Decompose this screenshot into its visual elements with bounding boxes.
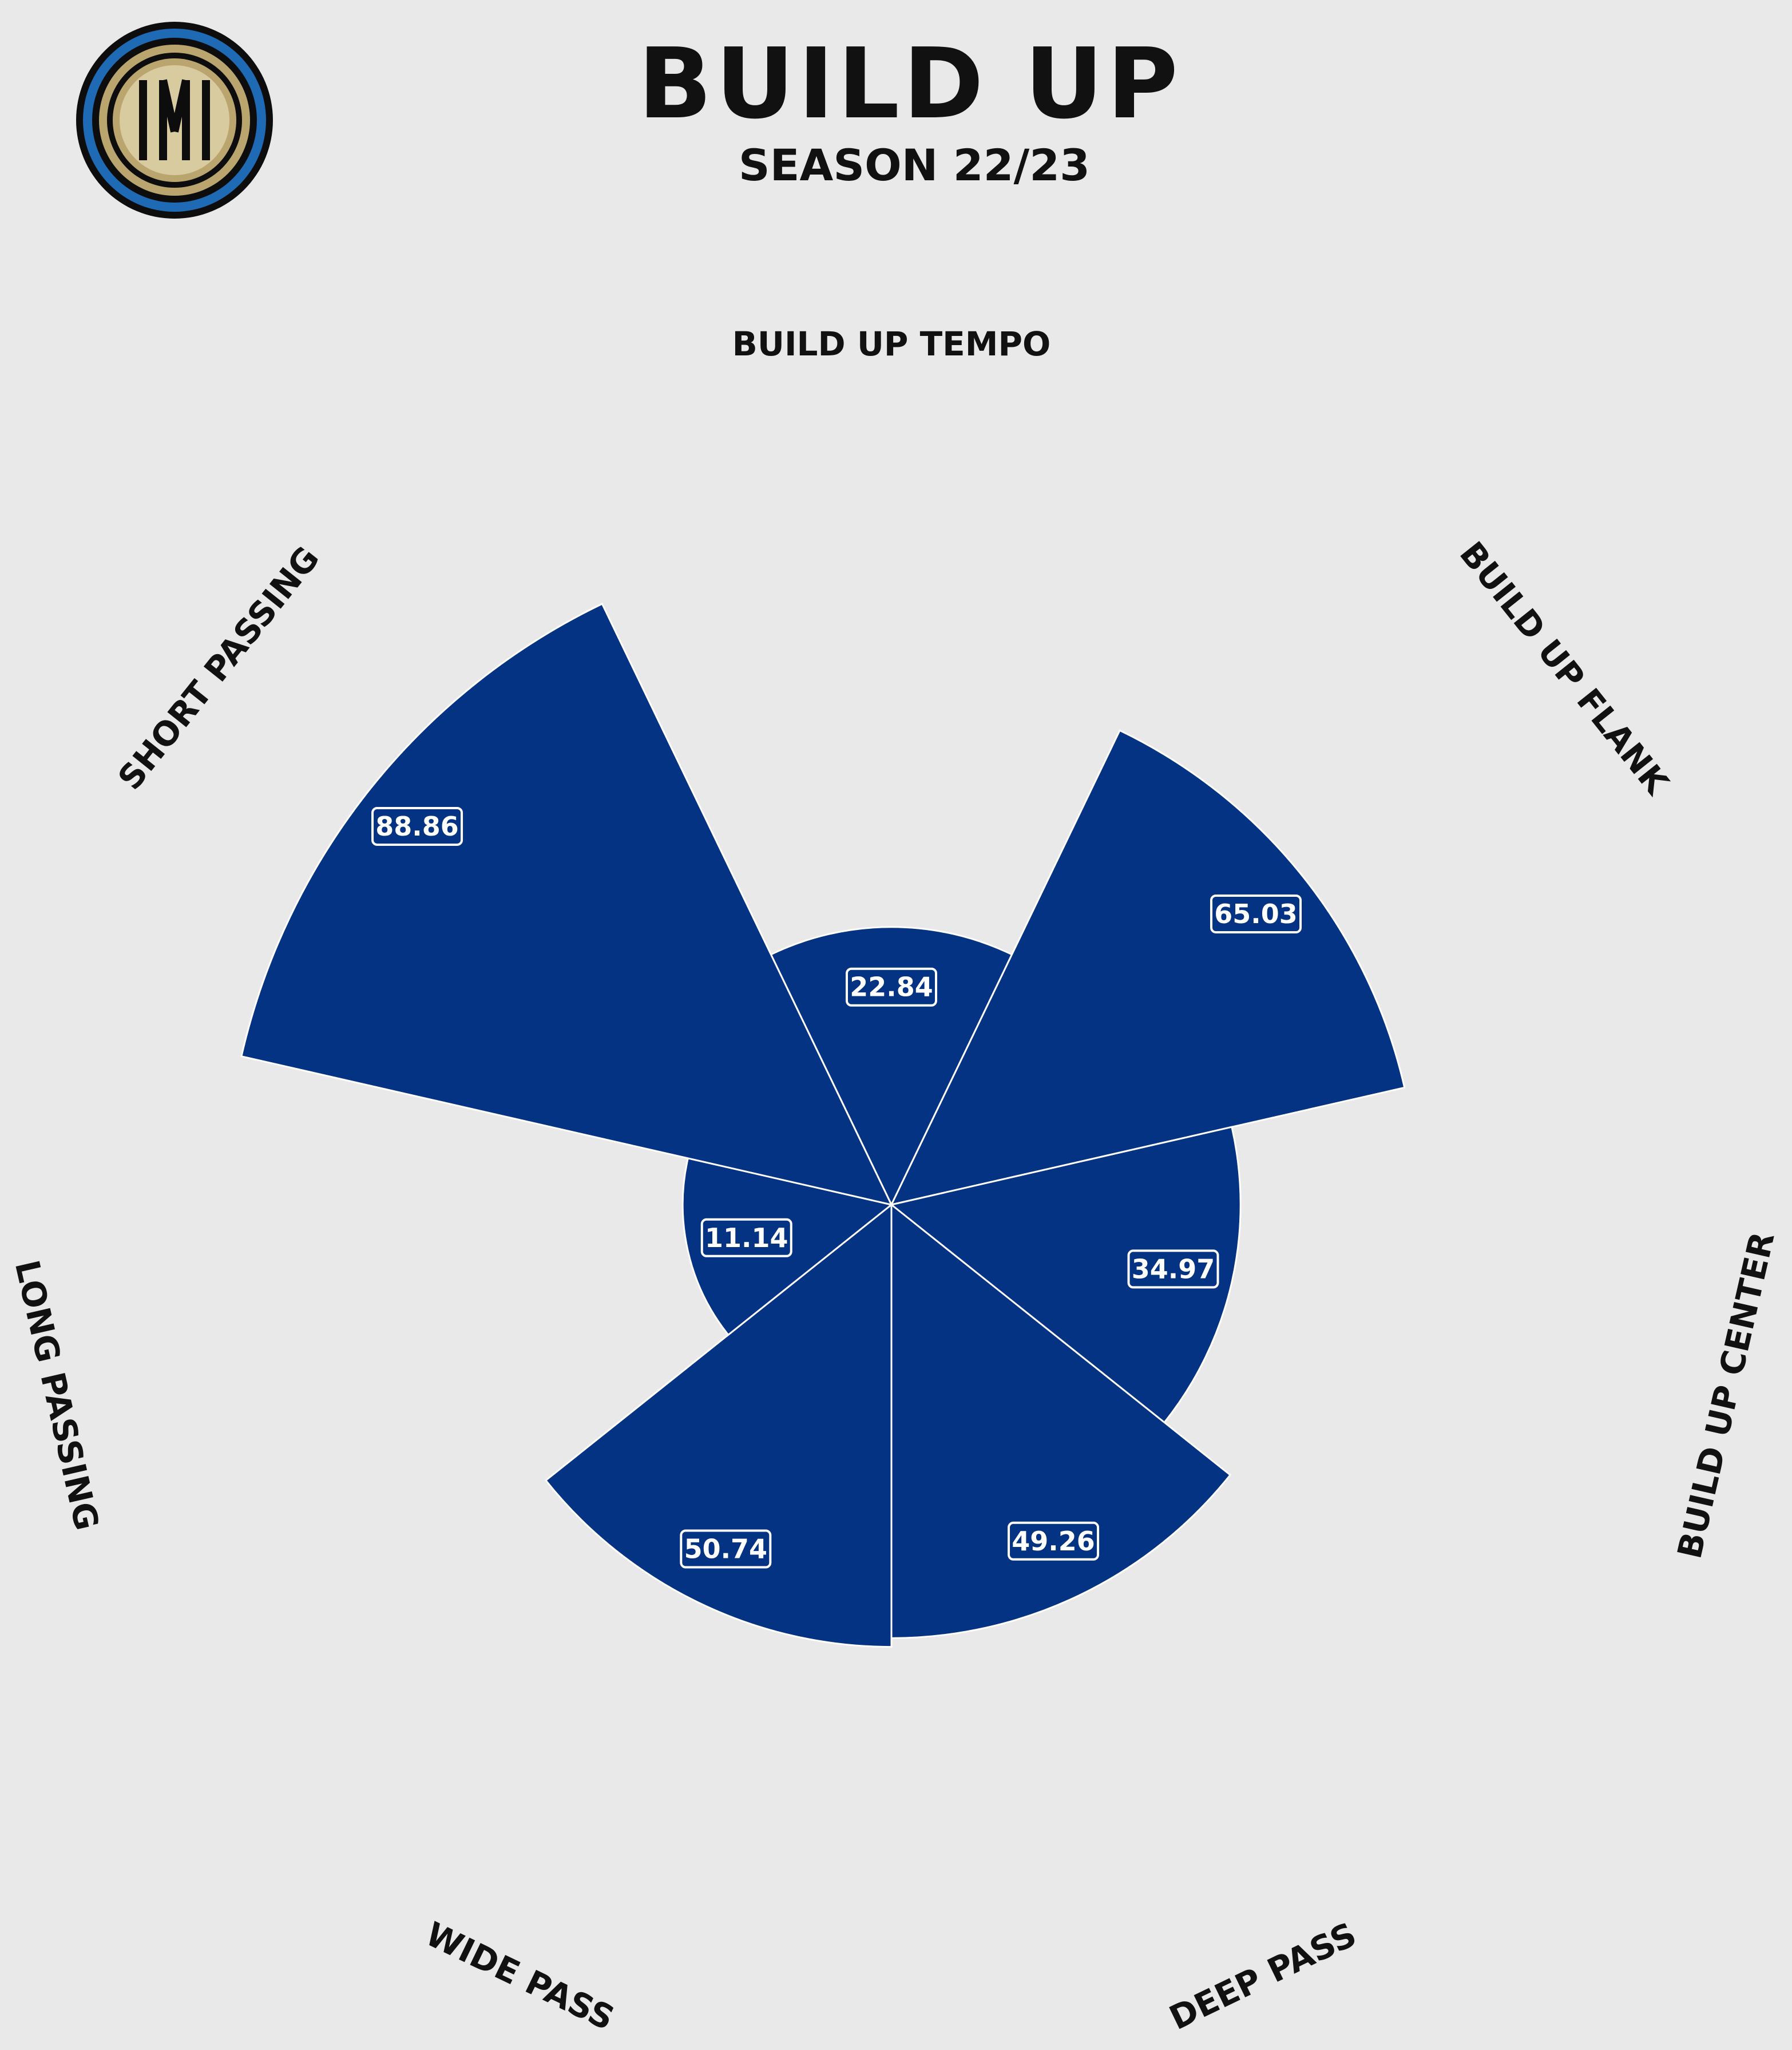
value-label-text: 34.97 <box>1132 1253 1215 1284</box>
value-label-build-up-center: 34.97 <box>1129 1250 1218 1287</box>
value-label-text: 65.03 <box>1214 899 1298 929</box>
category-label-build-up-center: BUILD UP CENTER <box>1670 1228 1782 1562</box>
value-label-text: 11.14 <box>705 1222 788 1253</box>
value-label-text: 22.84 <box>850 972 933 1003</box>
inter-crest-logo <box>76 22 273 219</box>
value-label-wide-pass: 50.74 <box>681 1531 770 1568</box>
bar-short-passing <box>241 604 891 1205</box>
value-label-deep-pass: 49.26 <box>1009 1523 1098 1560</box>
chart-subtitle: SEASON 22/23 <box>739 140 1090 191</box>
value-label-build-up-tempo: 22.84 <box>847 969 936 1006</box>
value-label-build-up-flank: 65.03 <box>1211 896 1301 932</box>
category-label-deep-pass: DEEP PASS <box>1163 1915 1362 2037</box>
value-label-text: 49.26 <box>1012 1526 1095 1557</box>
category-label-build-up-flank: BUILD UP FLANK <box>1452 535 1677 802</box>
value-label-short-passing: 88.86 <box>372 808 462 845</box>
chart-title: BUILD UP <box>638 27 1182 141</box>
chart-bars <box>241 604 1405 1647</box>
value-label-long-passing: 11.14 <box>702 1220 791 1256</box>
value-label-text: 88.86 <box>375 811 459 842</box>
category-label-long-passing: LONG PASSING <box>7 1257 106 1534</box>
category-label-build-up-tempo: BUILD UP TEMPO <box>732 324 1051 363</box>
category-label-wide-pass: WIDE PASS <box>419 1914 620 2038</box>
value-label-text: 50.74 <box>684 1534 768 1565</box>
category-label-short-passing: SHORT PASSING <box>110 539 327 797</box>
